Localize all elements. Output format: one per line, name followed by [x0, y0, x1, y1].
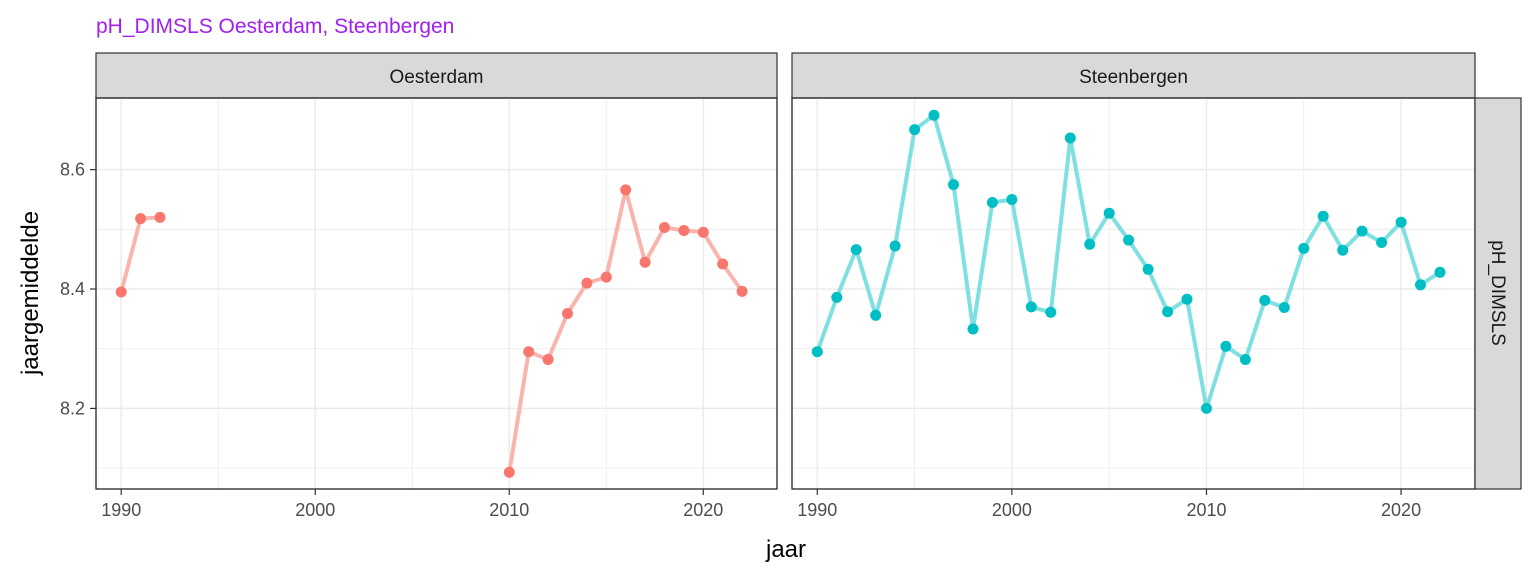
y-axis-title: jaargemiddelde: [17, 211, 44, 376]
data-point-oesterdam: [600, 271, 612, 283]
x-tick-label: 2020: [683, 500, 723, 520]
data-point-steenbergen: [1376, 237, 1388, 248]
data-point-oesterdam: [523, 346, 535, 358]
data-point-steenbergen: [850, 244, 862, 256]
row-strip: [1474, 97, 1522, 490]
data-point-steenbergen: [1395, 216, 1407, 228]
data-point-steenbergen: [1337, 244, 1349, 256]
strip-label-oesterdam: Oesterdam: [390, 67, 484, 88]
data-point-steenbergen: [909, 124, 921, 136]
row-strip-label: pH_DIMSLS: [1487, 240, 1508, 346]
x-tick-label: 2010: [489, 500, 529, 520]
gridlines-steenbergen: [792, 98, 1475, 489]
data-point-steenbergen: [1239, 354, 1251, 365]
data-point-steenbergen: [1123, 234, 1135, 246]
data-point-steenbergen: [1434, 266, 1446, 278]
data-point-oesterdam: [542, 354, 554, 365]
strip-label-steenbergen: Steenbergen: [1079, 67, 1188, 88]
data-point-steenbergen: [1025, 301, 1037, 313]
x-tick-label: 2010: [1186, 500, 1226, 520]
data-point-steenbergen: [1298, 242, 1310, 254]
gridlines-oesterdam: [96, 98, 777, 489]
y-tick-label: 8.4: [60, 279, 85, 299]
data-point-steenbergen: [1084, 238, 1096, 250]
data-point-oesterdam: [736, 285, 748, 297]
data-point-steenbergen: [928, 109, 940, 121]
data-point-steenbergen: [1181, 293, 1193, 305]
data-point-steenbergen: [1006, 194, 1018, 205]
data-point-steenbergen: [1220, 340, 1232, 352]
data-point-steenbergen: [870, 309, 882, 321]
data-point-steenbergen: [1259, 294, 1271, 306]
data-point-oesterdam: [115, 286, 127, 298]
y-tick-label: 8.2: [60, 398, 85, 418]
data-point-steenbergen: [1045, 306, 1057, 318]
data-point-oesterdam: [659, 222, 670, 233]
y-axis: 8.2 8.4 8.6: [60, 160, 96, 418]
data-point-oesterdam: [562, 308, 573, 319]
data-point-steenbergen: [1317, 210, 1329, 222]
panel-border-steenbergen: [791, 97, 1476, 490]
series-steenbergen: [811, 109, 1446, 414]
strip-oesterdam: [95, 52, 778, 99]
x-axis-oesterdam: 1990 2000 2010 2020: [101, 489, 723, 520]
data-point-oesterdam: [639, 256, 651, 268]
data-point-oesterdam: [620, 184, 632, 196]
x-axis-title: jaar: [765, 536, 806, 563]
data-point-steenbergen: [1356, 225, 1368, 237]
data-point-steenbergen: [1103, 207, 1115, 219]
data-point-steenbergen: [1142, 263, 1154, 275]
x-tick-label: 2000: [992, 500, 1032, 520]
y-tick-label: 8.6: [60, 160, 85, 180]
data-point-steenbergen: [967, 323, 979, 335]
data-point-oesterdam: [678, 225, 690, 236]
series-line-oesterdam: [119, 215, 162, 294]
strip-steenbergen: [791, 52, 1476, 99]
data-point-oesterdam: [697, 226, 709, 238]
x-tick-label: 1990: [101, 500, 141, 520]
data-point-oesterdam: [503, 466, 515, 478]
x-tick-label: 2000: [295, 500, 335, 520]
panel-steenbergen: Steenbergen 1990 2000 2010 2020: [791, 52, 1476, 520]
data-point-steenbergen: [1415, 279, 1426, 291]
data-point-oesterdam: [717, 258, 729, 270]
data-point-steenbergen: [889, 240, 901, 252]
chart-title: pH_DIMSLS Oesterdam, Steenbergen: [96, 15, 454, 38]
data-point-steenbergen: [811, 346, 823, 358]
x-tick-label: 1990: [797, 500, 837, 520]
x-axis-steenbergen: 1990 2000 2010 2020: [797, 489, 1421, 520]
data-point-steenbergen: [831, 291, 843, 303]
panel-oesterdam: Oesterdam 1990 2000 2010 2020: [95, 52, 778, 520]
data-point-steenbergen: [1201, 402, 1212, 414]
data-point-steenbergen: [1064, 132, 1076, 144]
series-line-steenbergen: [815, 113, 1442, 411]
data-point-oesterdam: [154, 211, 166, 223]
x-tick-label: 2020: [1381, 500, 1421, 520]
data-point-steenbergen: [1278, 302, 1290, 313]
data-point-oesterdam: [135, 213, 147, 225]
panel-border-oesterdam: [95, 97, 778, 490]
data-point-steenbergen: [1162, 306, 1174, 318]
data-point-steenbergen: [948, 179, 959, 191]
data-point-steenbergen: [986, 197, 998, 208]
series-oesterdam: [115, 184, 748, 478]
data-point-oesterdam: [581, 277, 593, 289]
